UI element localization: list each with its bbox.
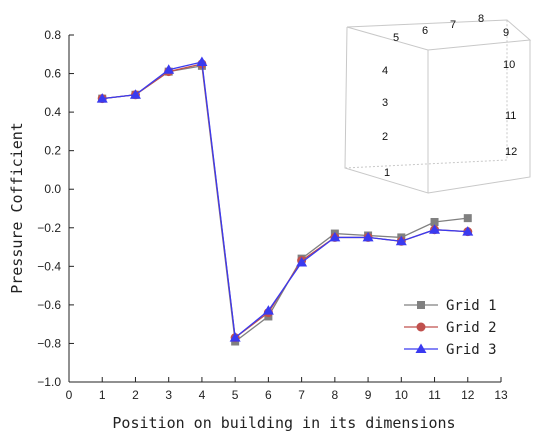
x-tick-label-3: 3 [165,388,172,402]
inset-label-4: 4 [382,65,388,77]
legend-marker-grid-2 [416,322,426,332]
legend-item-grid-1: Grid 1 [404,298,497,314]
legend: Grid 1 Grid 2 Grid 3 [404,298,497,358]
x-axis-title: Position on building in its dimensions [112,414,455,432]
legend-item-grid-2: Grid 2 [404,320,497,336]
data-point-grid-3-10 [395,235,407,246]
legend-marker-grid-3 [415,343,427,353]
inset-label-9: 9 [503,27,509,39]
inset-building-side [427,40,531,194]
x-tick-label-13: 13 [494,388,508,402]
y-tick-label-0: 0.8 [44,28,61,42]
series-line-grid-3 [102,61,468,339]
data-point-grid-3-6 [262,305,274,315]
x-tick-label-10: 10 [395,388,409,402]
y-tick-label-7: −0.6 [37,298,61,312]
inset-label-11: 11 [505,110,516,122]
data-point-grid-3-12 [462,226,474,236]
legend-item-grid-3: Grid 3 [404,342,497,358]
y-axis-title: Pressure Cofficient [8,122,26,294]
x-tick-label-0: 0 [66,388,73,402]
building-inset-diagram: 1 2 3 4 5 6 7 8 9 10 11 12 [344,13,532,194]
series-grid-1 [98,61,472,346]
x-tick-label-5: 5 [232,388,239,402]
data-point-grid-3-11 [429,224,441,234]
inset-label-2: 2 [382,131,388,143]
x-tick-label-8: 8 [332,388,339,402]
series-group [96,56,474,346]
x-tick-label-12: 12 [461,388,475,402]
axes: 0 1 2 3 4 5 6 7 8 9 10 11 12 130.80.60.40.20.0−0.2−0.… [37,28,508,402]
series-line-grid-1 [102,65,468,343]
y-tick-label-8: −0.8 [37,336,61,350]
inset-label-12: 12 [505,146,517,158]
x-tick-label-7: 7 [298,388,305,402]
y-tick-label-1: 0.6 [44,67,61,81]
inset-label-10: 10 [503,59,515,71]
data-point-grid-3-3 [163,64,175,74]
y-tick-label-5: −0.2 [37,221,61,235]
data-point-grid-3-5 [229,332,241,342]
data-point-grid-3-9 [362,231,374,242]
inset-label-3: 3 [382,97,388,109]
x-tick-label-4: 4 [199,388,206,402]
data-point-grid-3-8 [329,231,341,242]
x-tick-label-1: 1 [99,388,106,402]
data-point-grid-1-12 [463,214,472,223]
x-tick-label-2: 2 [132,388,139,402]
y-tick-label-3: 0.2 [44,144,61,158]
series-grid-2 [97,59,473,343]
x-tick-label-6: 6 [265,388,272,402]
x-tick-label-11: 11 [428,388,441,402]
data-point-grid-3-4 [196,56,208,66]
inset-label-8: 8 [478,13,484,25]
y-tick-label-6: −0.4 [37,259,61,273]
series-line-grid-2 [102,63,468,339]
y-tick-label-4: 0.0 [44,182,61,196]
data-point-grid-3-7 [296,256,308,267]
inset-building-top [346,19,532,51]
legend-label-grid-2: Grid 2 [446,320,497,336]
legend-label-grid-1: Grid 1 [446,298,497,314]
series-grid-3 [96,56,474,342]
inset-label-6: 6 [422,25,428,37]
data-point-grid-3-2 [129,89,141,99]
legend-label-grid-3: Grid 3 [446,342,497,358]
data-point-grid-1-11 [430,217,439,226]
x-tick-label-9: 9 [365,388,372,402]
data-point-grid-3-1 [96,93,108,103]
legend-marker-grid-1 [417,301,425,309]
inset-label-1: 1 [384,167,390,179]
inset-label-7: 7 [450,19,456,31]
inset-building-hidden-edges [344,20,508,169]
inset-label-5: 5 [393,32,399,44]
y-tick-label-2: 0.4 [44,105,61,119]
y-tick-label-9: −1.0 [37,375,61,389]
